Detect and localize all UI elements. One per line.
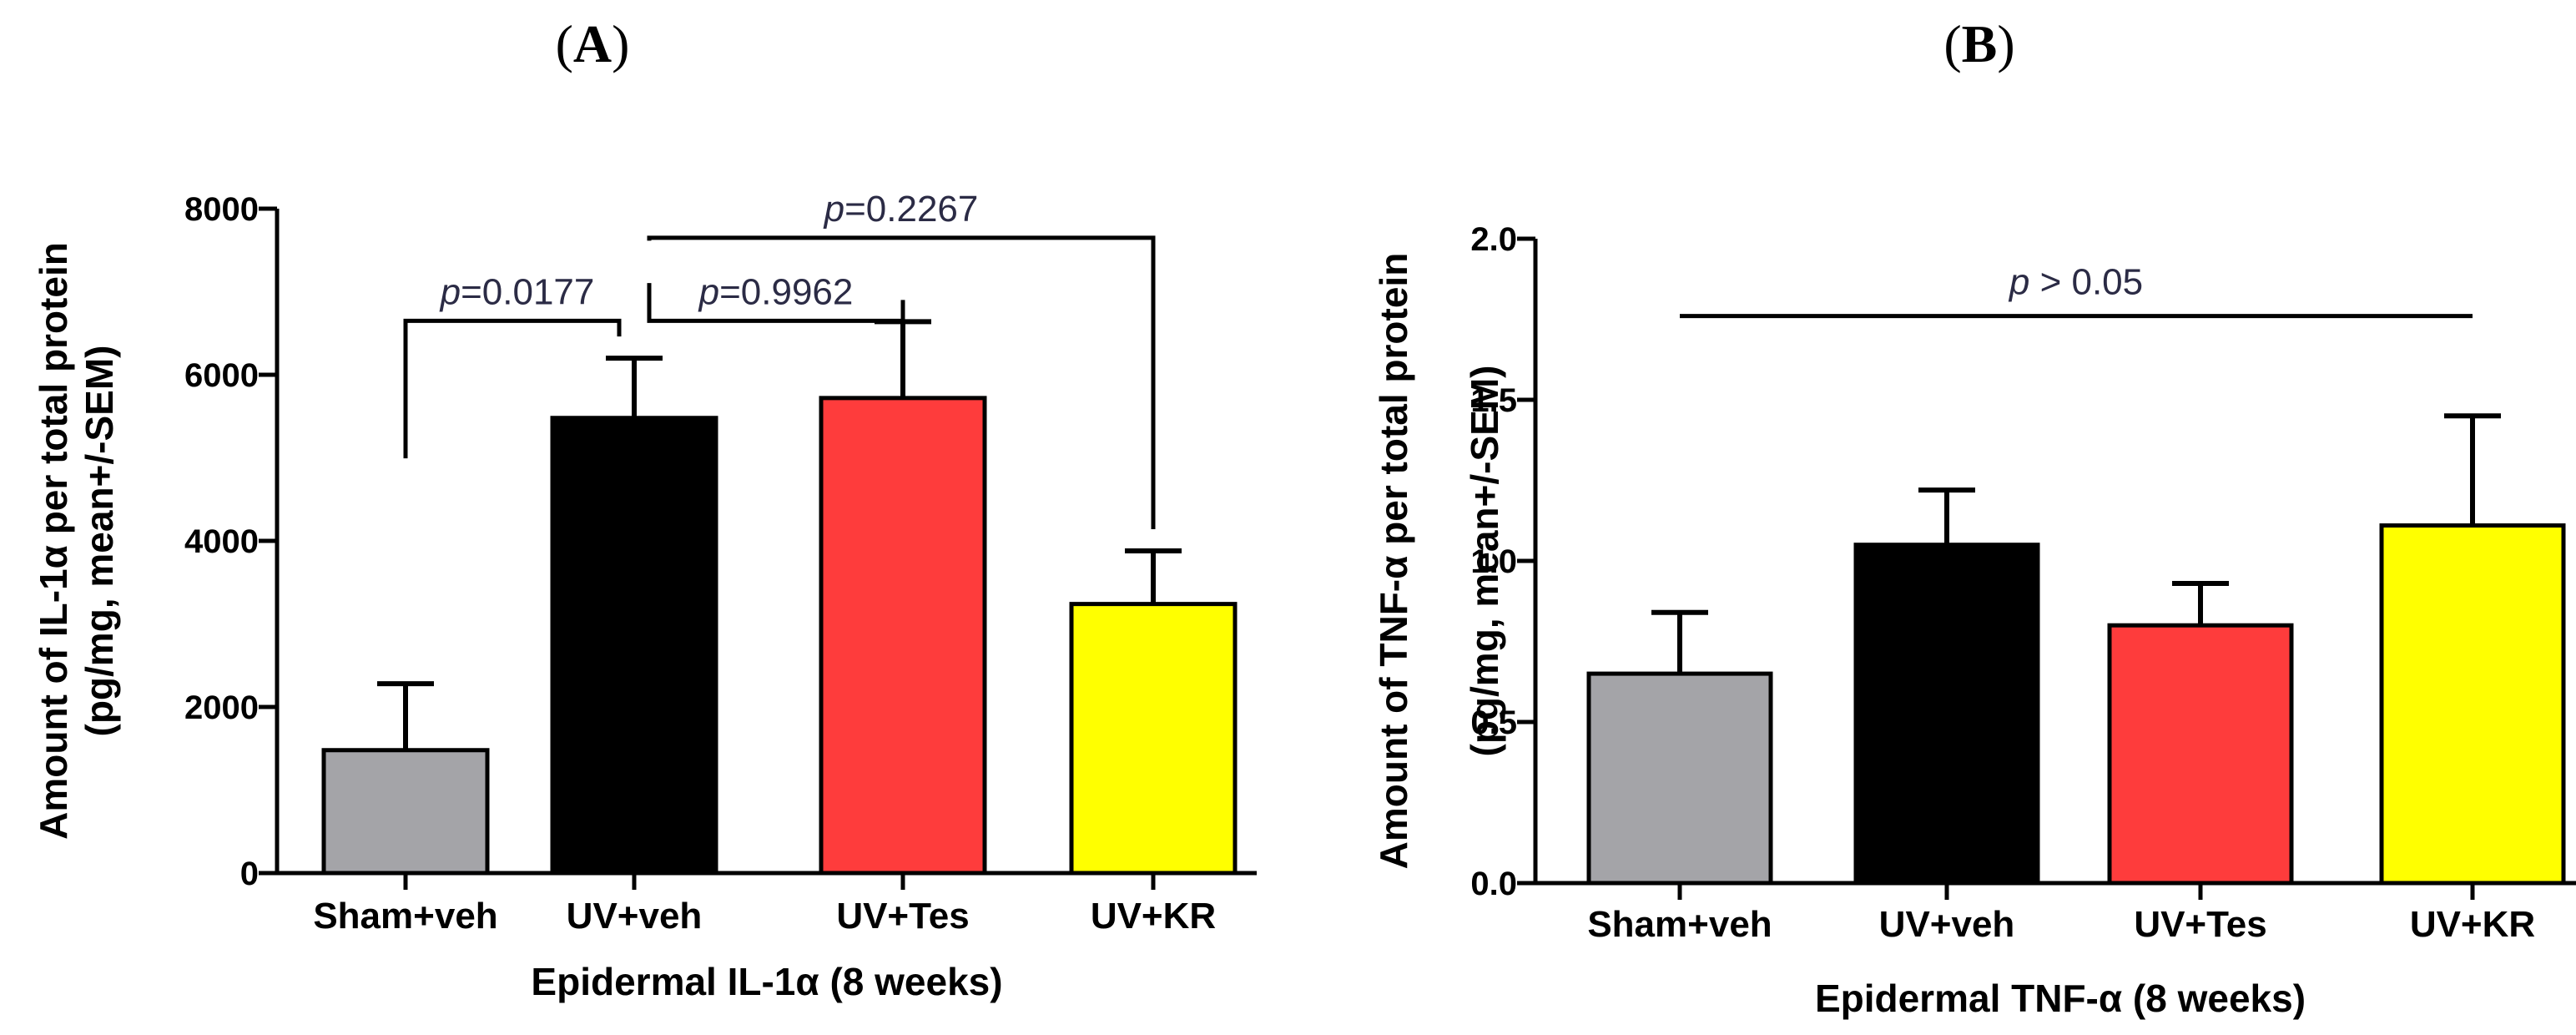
p-value-label: p=0.2267	[823, 189, 979, 230]
significance-bracket	[403, 318, 622, 459]
x-category-label: Sham+veh	[1587, 904, 1772, 945]
bar-uv-tes	[819, 396, 987, 876]
p-value-label: p=0.0177	[439, 271, 595, 312]
significance-bracket	[647, 283, 905, 323]
panel-label-open: (	[1943, 14, 1961, 73]
y-axis-title-line2: (pg/mg, mean+/-SEM)	[78, 346, 121, 737]
bar-uv-kr	[2379, 523, 2566, 886]
p-symbol: p	[698, 271, 719, 312]
x-axis-title: Epidermal TNF-α (8 weeks)	[1815, 977, 2306, 1020]
y-tick-label: 2.0	[1470, 221, 1517, 258]
p-value: =0.9962	[719, 271, 853, 312]
y-tick-label: 2000	[184, 689, 259, 726]
panel-label-letter: A	[573, 14, 612, 73]
x-category-label: UV+KR	[1091, 896, 1216, 937]
y-tick-label: 1.0	[1470, 543, 1517, 580]
y-tick-label: 0	[240, 856, 259, 892]
p-symbol: p	[823, 189, 844, 230]
y-tick-label: 8000	[184, 191, 259, 228]
y-tick-label: 0.0	[1470, 866, 1517, 902]
p-value-label: p > 0.05	[2008, 262, 2143, 303]
y-tick-label: 0.5	[1470, 704, 1517, 741]
x-category-label: UV+veh	[567, 896, 703, 937]
x-category-label: UV+Tes	[836, 896, 969, 937]
y-axis-title-line1: Amount of TNF-α per total protein	[1372, 253, 1415, 870]
x-category-label: Sham+veh	[313, 896, 497, 937]
p-value: =0.2267	[844, 189, 978, 230]
bar-sham-veh	[321, 748, 490, 876]
bar-uv-veh	[550, 416, 718, 876]
bar-uv-tes	[2107, 623, 2294, 886]
p-value: > 0.05	[2029, 262, 2143, 303]
y-tick-label: 4000	[184, 523, 259, 560]
bar-sham-veh	[1586, 671, 1773, 886]
p-symbol: p	[439, 271, 461, 312]
x-category-label: UV+veh	[1879, 904, 2015, 945]
panel-label-open: (	[556, 14, 573, 73]
y-tick-label: 1.5	[1470, 382, 1517, 419]
panel-label: (B)	[1943, 14, 2014, 73]
y-axis-title-line2: (pg/mg, mean+/-SEM)	[1463, 366, 1506, 757]
y-tick-label: 6000	[184, 357, 259, 394]
significance-bracket	[647, 235, 1156, 529]
p-value-label: p=0.9962	[698, 271, 854, 312]
x-axis-title: Epidermal IL-1α (8 weeks)	[531, 960, 1002, 1003]
panel-label-letter: B	[1962, 14, 1998, 73]
panel-label-close: )	[1997, 14, 2014, 73]
x-category-label: UV+Tes	[2134, 904, 2266, 945]
panel-label-close: )	[612, 14, 629, 73]
x-category-label: UV+KR	[2410, 904, 2535, 945]
panel-label: (A)	[556, 14, 630, 73]
y-axis-title-line1: Amount of IL-1α per total protein	[32, 242, 75, 840]
bar-uv-kr	[1069, 602, 1238, 876]
p-symbol: p	[2008, 262, 2029, 303]
chart-panel-a: (A) 0 2000 4000 6000 8000 Sham+veh UV+veh UV+Tes…	[32, 14, 1257, 1003]
bar-uv-veh	[1853, 543, 2040, 886]
p-value: =0.0177	[461, 271, 594, 312]
chart-panel-b: (B) 0.0 0.5 1.0 1.5 2.0 Sham+veh UV+veh UV+Tes UV…	[1372, 14, 2576, 1020]
